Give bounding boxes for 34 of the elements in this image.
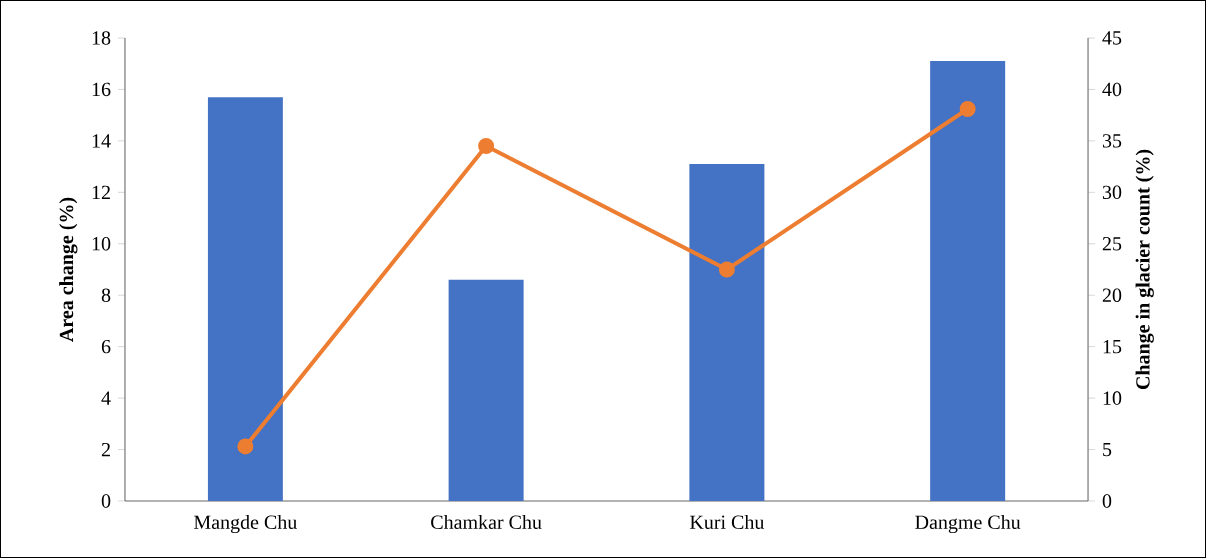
y2-tick-label: 20 <box>1102 288 1122 302</box>
y2-axis-title: Change in glacier count (%) <box>1135 149 1154 390</box>
y2-tick-label: 5 <box>1103 442 1112 457</box>
point <box>959 100 976 117</box>
y2-tick-label: 30 <box>1102 185 1122 200</box>
bar <box>689 164 765 502</box>
y-tick-label: 10 <box>92 237 111 251</box>
x-tick-label: Dangme Chu <box>915 514 1021 534</box>
y-tick-label: 12 <box>92 185 110 199</box>
y2-tick-label: 25 <box>1102 237 1122 251</box>
y2-tick-label: 35 <box>1102 134 1122 148</box>
x-tick-label: Kuri Chu <box>689 514 765 530</box>
y-tick-label: 8 <box>101 288 111 302</box>
bar <box>207 97 283 502</box>
x-tick-label: Mangde Chu <box>194 514 297 534</box>
x-tick-label: Chamkar Chu <box>431 514 542 530</box>
point <box>237 438 254 455</box>
y-tick-label: 2 <box>101 442 110 457</box>
bar <box>930 61 1006 502</box>
y2-tick-label: 40 <box>1102 82 1122 97</box>
y-tick-label: 16 <box>92 82 111 97</box>
y-tick-label: 4 <box>101 391 111 405</box>
y2-tick-label: 15 <box>1103 339 1122 354</box>
y-axis-title: Area change (%) <box>59 197 78 342</box>
point <box>478 138 495 155</box>
y-tick-label: 14 <box>92 134 111 148</box>
y2-tick-label: 10 <box>1103 391 1122 405</box>
y2-tick-label: 45 <box>1102 31 1122 45</box>
y-tick-label: 0 <box>101 494 111 508</box>
y-tick-label: 6 <box>101 339 111 354</box>
bar <box>448 279 524 502</box>
point <box>718 261 735 278</box>
y-tick-label: 18 <box>92 31 111 45</box>
y2-tick-label: 0 <box>1102 494 1112 508</box>
